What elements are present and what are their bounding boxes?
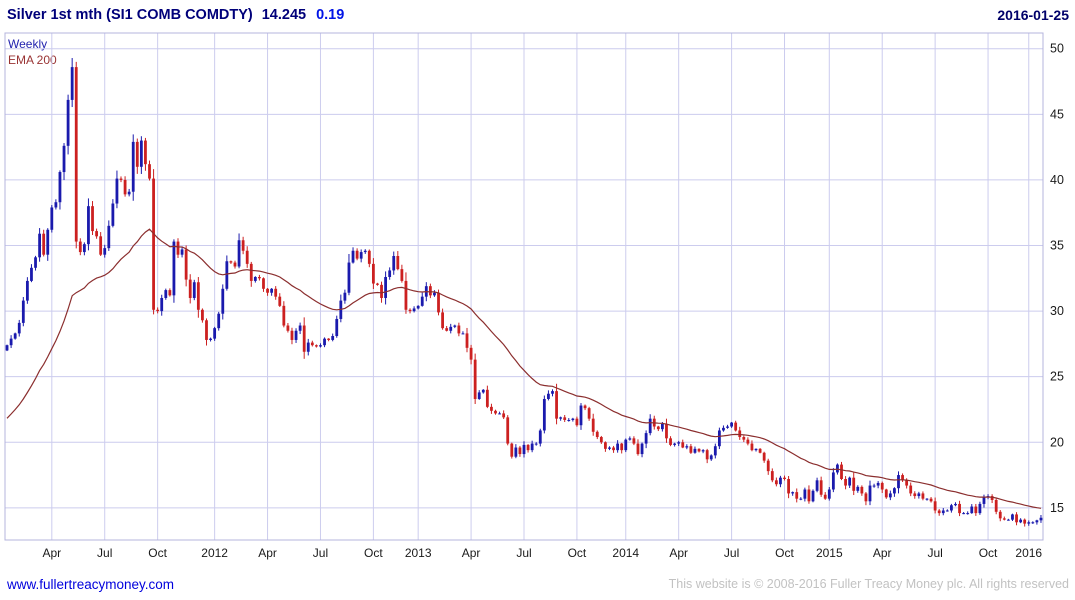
svg-text:Apr: Apr bbox=[258, 546, 277, 560]
svg-text:Jul: Jul bbox=[516, 546, 531, 560]
svg-text:25: 25 bbox=[1050, 370, 1064, 384]
gridlines bbox=[5, 33, 1043, 540]
price-change: 0.19 bbox=[316, 7, 345, 23]
last-price: 14.245 bbox=[261, 7, 307, 23]
svg-text:2015: 2015 bbox=[816, 546, 843, 560]
chart-legend: Weekly EMA 200 bbox=[8, 36, 57, 68]
svg-text:Jul: Jul bbox=[724, 546, 739, 560]
svg-text:Jul: Jul bbox=[313, 546, 328, 560]
svg-text:40: 40 bbox=[1050, 173, 1064, 187]
svg-text:Oct: Oct bbox=[364, 546, 383, 560]
svg-text:Apr: Apr bbox=[462, 546, 481, 560]
ema-line bbox=[6, 228, 1042, 509]
chart-header: Silver 1st mth (SI1 COMB COMDTY) 14.245 0.… bbox=[0, 0, 1075, 30]
svg-text:2012: 2012 bbox=[201, 546, 228, 560]
y-axis-labels: 15 20 25 30 35 40 45 50 bbox=[1050, 42, 1064, 515]
svg-text:35: 35 bbox=[1050, 239, 1064, 253]
svg-text:Apr: Apr bbox=[669, 546, 688, 560]
svg-text:30: 30 bbox=[1050, 304, 1064, 318]
page-title: Silver 1st mth (SI1 COMB COMDTY) 14.245 0.… bbox=[7, 7, 344, 23]
svg-text:Oct: Oct bbox=[148, 546, 167, 560]
svg-text:2016: 2016 bbox=[1015, 546, 1042, 560]
svg-text:Jul: Jul bbox=[97, 546, 112, 560]
svg-text:2013: 2013 bbox=[405, 546, 432, 560]
svg-text:Jul: Jul bbox=[927, 546, 942, 560]
svg-text:Oct: Oct bbox=[568, 546, 587, 560]
svg-text:2014: 2014 bbox=[612, 546, 639, 560]
svg-text:Oct: Oct bbox=[979, 546, 998, 560]
svg-text:20: 20 bbox=[1050, 435, 1064, 449]
svg-text:Oct: Oct bbox=[775, 546, 794, 560]
chart-date: 2016-01-25 bbox=[997, 7, 1069, 23]
instrument-title: Silver 1st mth (SI1 COMB COMDTY) bbox=[7, 7, 253, 23]
ema-label: EMA 200 bbox=[8, 53, 57, 67]
timeframe-label: Weekly bbox=[8, 37, 48, 51]
website-link[interactable]: www.fullertreacymoney.com bbox=[7, 577, 175, 592]
svg-text:45: 45 bbox=[1050, 107, 1064, 121]
svg-text:15: 15 bbox=[1050, 501, 1064, 515]
svg-text:Apr: Apr bbox=[873, 546, 892, 560]
x-axis-labels: Apr Jul Oct 2012 Apr Jul Oct 2013 Apr Jul Oct 2014 A… bbox=[42, 546, 1042, 560]
copyright-text: This website is © 2008-2016 Fuller Treac… bbox=[668, 577, 1069, 591]
svg-text:Apr: Apr bbox=[42, 546, 61, 560]
plot-border bbox=[4, 32, 1044, 541]
svg-text:50: 50 bbox=[1050, 42, 1064, 56]
